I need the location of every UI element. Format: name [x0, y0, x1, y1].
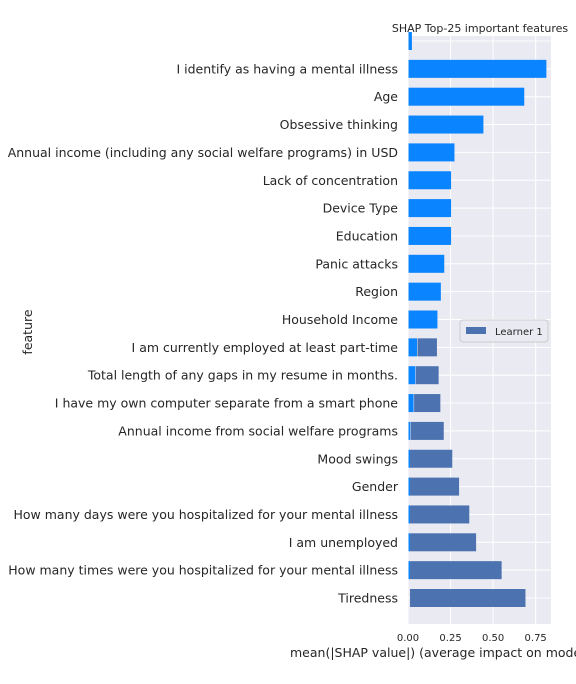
bar-overlay-9 [408, 282, 441, 301]
bar-overlay-14 [408, 421, 411, 440]
bar-learner-1-11 [417, 338, 437, 357]
category-label-19: How many times were you hospitalized for… [8, 563, 398, 578]
category-label-17: How many days were you hospitalized for … [14, 507, 399, 522]
category-label-20: Tiredness [337, 591, 398, 606]
bar-overlay-7 [408, 226, 452, 245]
category-label-12: Total length of any gaps in my resume in… [87, 368, 398, 383]
category-label-3: Obsessive thinking [280, 117, 398, 132]
bar-learner-1-17 [410, 505, 470, 524]
legend-label-learner-1: Learner 1 [495, 327, 543, 338]
bar-overlay-17 [408, 505, 410, 524]
bar-overlay-11 [408, 338, 418, 357]
bar-learner-1-12 [415, 366, 439, 385]
category-label-8: Panic attacks [315, 256, 398, 271]
x-tick-label-3: 0.75 [525, 633, 547, 644]
category-label-4: Annual income (including any social welf… [8, 145, 398, 160]
legend-swatch-learner-1 [466, 327, 486, 334]
bar-overlay-8 [408, 254, 445, 273]
category-label-15: Mood swings [317, 451, 398, 466]
category-labels: I identify as having a mental illness Age… [8, 61, 399, 605]
category-label-11: I am currently employed at least part-ti… [132, 340, 399, 355]
y-axis-title: feature [20, 309, 35, 354]
bar-learner-1-15 [410, 449, 453, 468]
category-label-1: I identify as having a mental illness [176, 61, 398, 76]
category-label-13: I have my own computer separate from a s… [55, 396, 399, 411]
bar-overlay-2 [408, 87, 525, 106]
bar-overlay-6 [408, 199, 452, 218]
bar-overlay-12 [408, 366, 416, 385]
category-label-18: I am unemployed [289, 535, 398, 550]
x-tick-label-1: 0.25 [439, 633, 461, 644]
bar-learner-1-13 [414, 394, 441, 413]
category-label-2: Age [374, 89, 398, 104]
chart-title: SHAP Top-25 important features [392, 22, 568, 35]
bar-learner-1-18 [410, 533, 477, 552]
bar-learner-1-16 [410, 477, 460, 496]
x-axis-title: mean(|SHAP value|) (average impact on mo… [290, 645, 576, 660]
bar-learner-1-14 [410, 421, 444, 440]
bar-overlay-1 [408, 59, 547, 78]
bar-overlay-0 [408, 32, 412, 50]
bar-overlay-15 [408, 449, 410, 468]
category-label-10: Household Income [282, 312, 398, 327]
legend-box [459, 319, 549, 343]
x-tick-labels: 0.00 0.25 0.50 0.75 [397, 633, 547, 644]
bar-overlay-18 [408, 533, 410, 552]
category-label-9: Region [355, 284, 398, 299]
category-label-5: Lack of concentration [263, 173, 398, 188]
bar-overlay-19 [408, 561, 410, 580]
bars [408, 32, 547, 607]
category-label-6: Device Type [323, 201, 399, 216]
bar-overlay-13 [408, 394, 414, 413]
bar-overlay-16 [408, 477, 410, 496]
category-label-16: Gender [352, 479, 399, 494]
bar-overlay-4 [408, 143, 455, 162]
category-label-14: Annual income from social welfare progra… [118, 423, 398, 438]
x-tick-label-2: 0.50 [482, 633, 504, 644]
x-tick-label-0: 0.00 [397, 633, 419, 644]
category-label-7: Education [336, 228, 398, 243]
legend: Learner 1 [459, 319, 549, 343]
bar-learner-1-19 [410, 561, 502, 580]
bar-overlay-10 [408, 310, 438, 329]
bar-learner-1-20 [410, 589, 526, 607]
bar-overlay-3 [408, 115, 484, 134]
bar-overlay-5 [408, 171, 452, 190]
